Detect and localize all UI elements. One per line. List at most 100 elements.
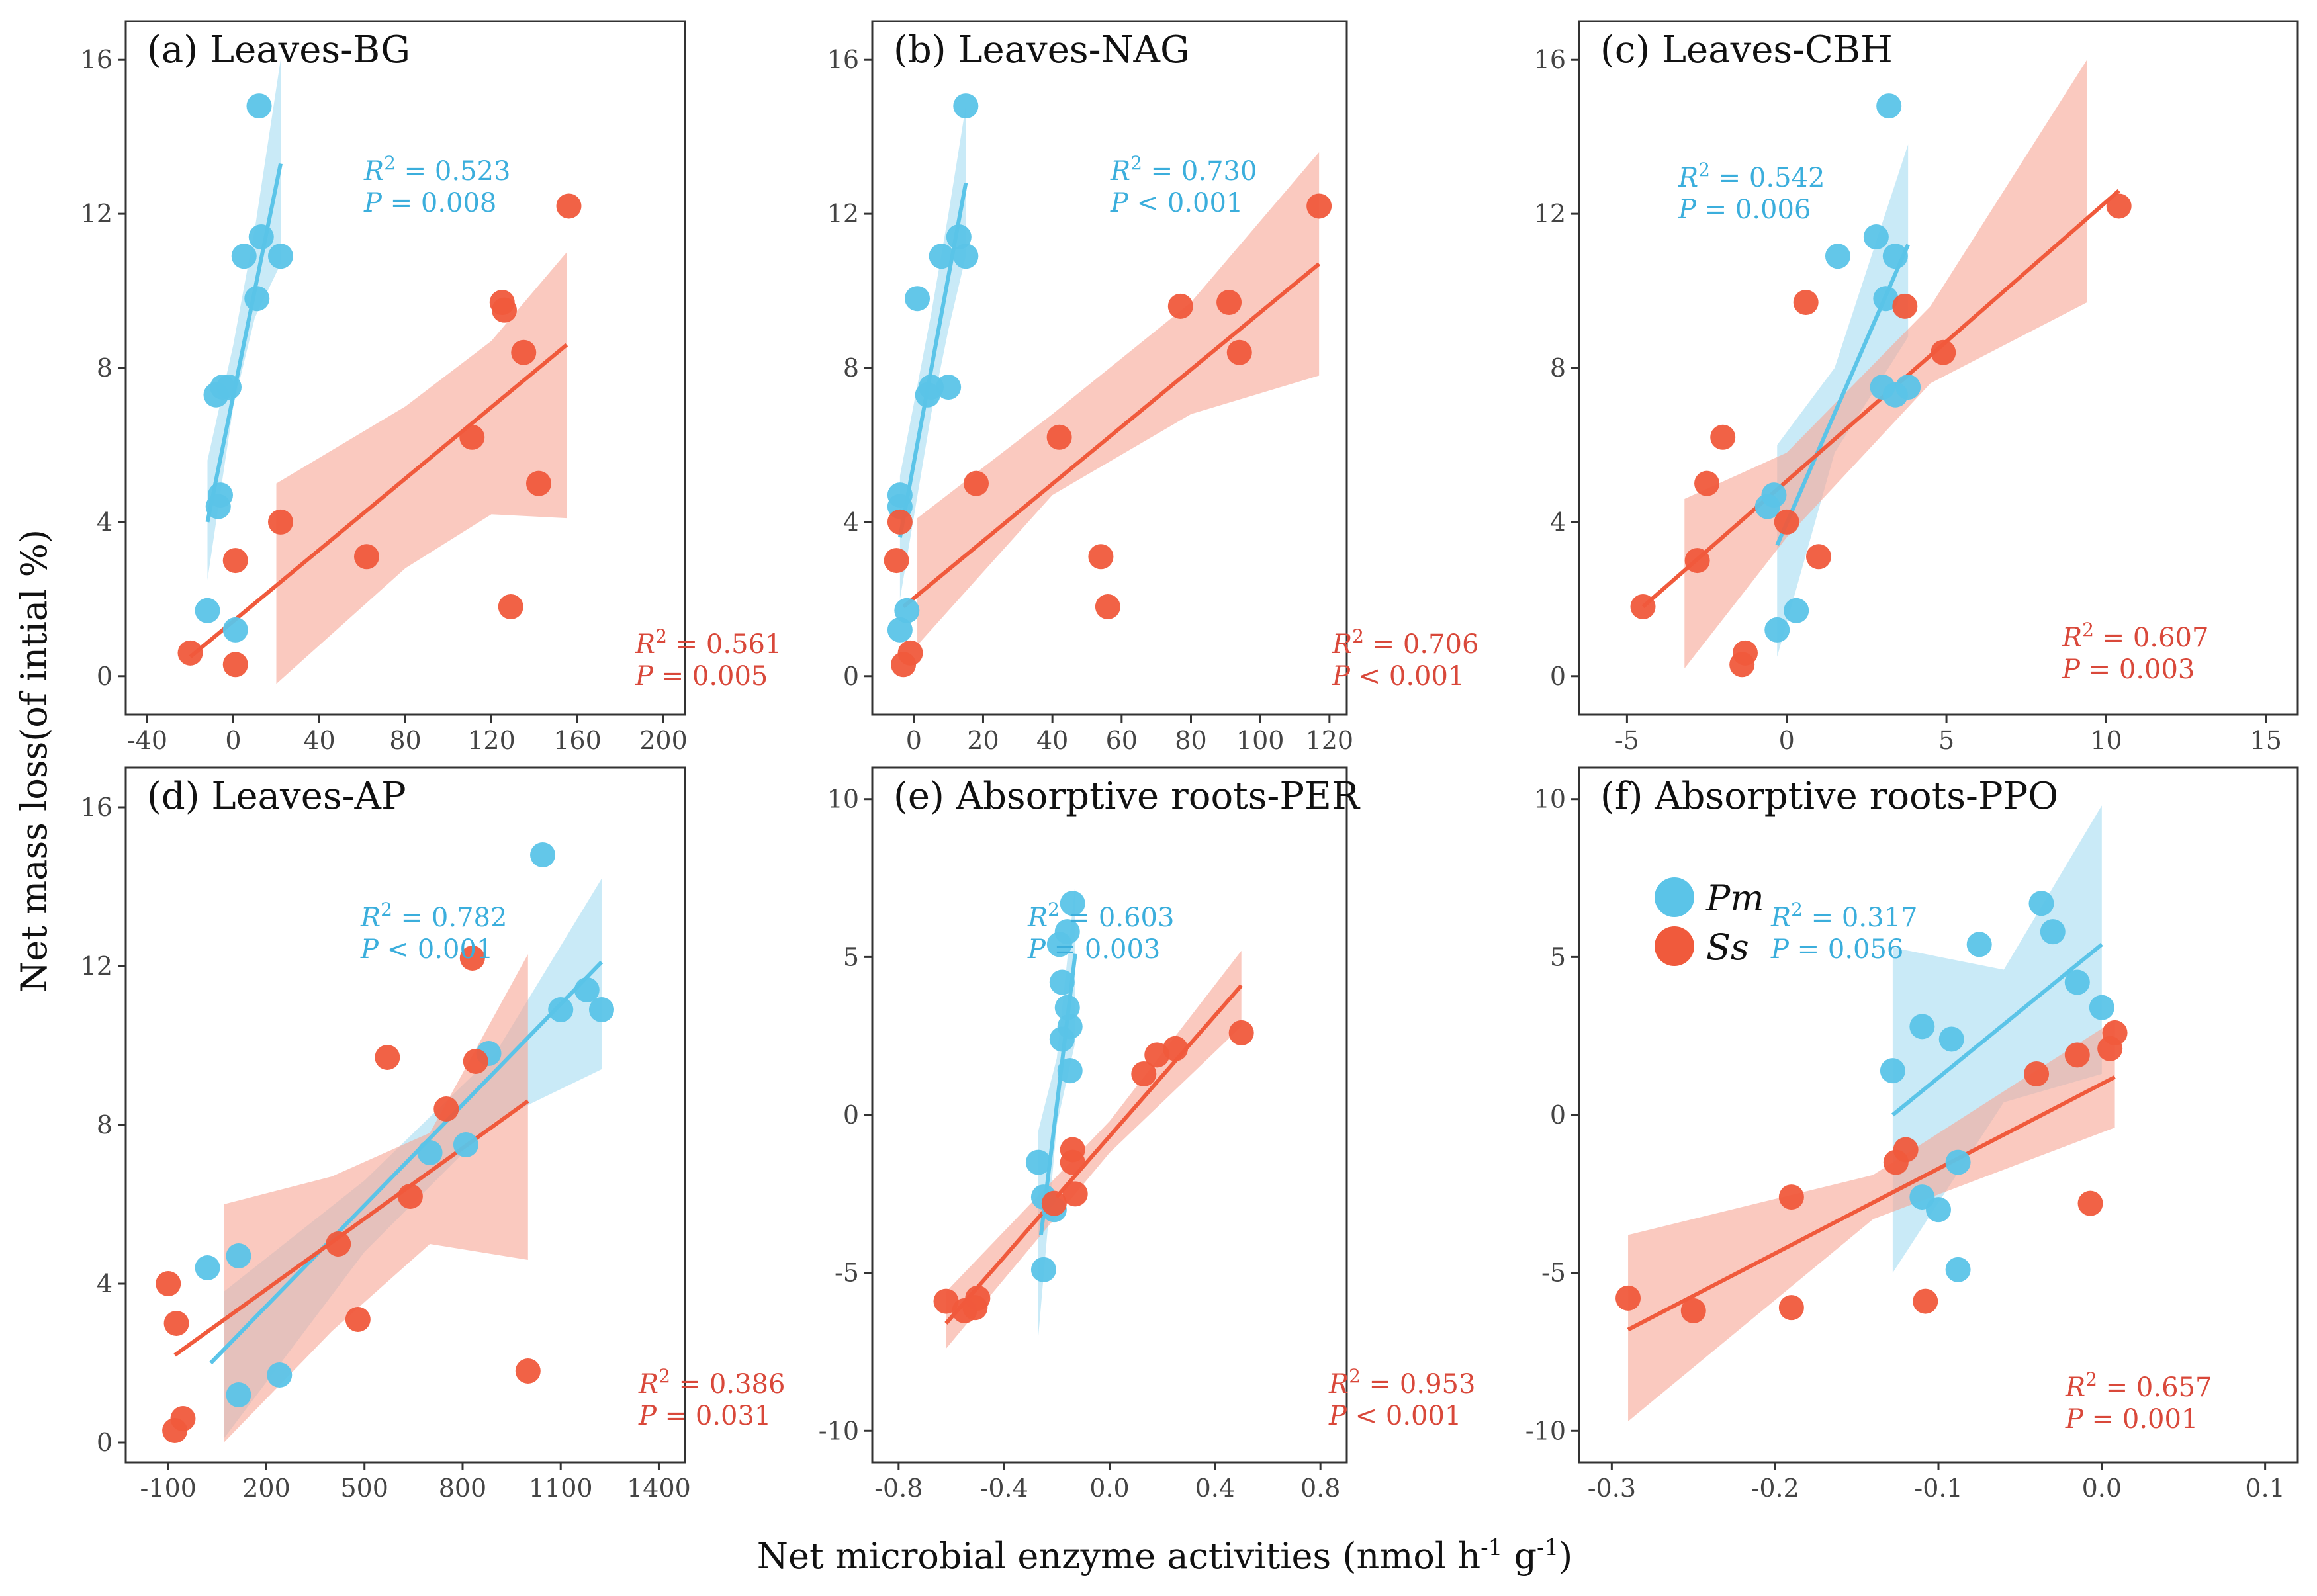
p-value-label: P = 0.003 <box>2062 654 2195 685</box>
x-tick-label: -0.8 <box>874 1474 923 1503</box>
ss-point <box>222 548 248 574</box>
y-tick-label: 4 <box>1550 508 1566 537</box>
ss-point <box>1806 544 1831 570</box>
ss-point <box>397 1184 423 1209</box>
p-value: = 0.006 <box>1696 195 1811 225</box>
p-symbol: P <box>638 1401 657 1431</box>
legend-ss-label: Ss <box>1706 926 1749 968</box>
y-axis-title: Net mass loss(of intial %) <box>13 529 55 993</box>
ss-point <box>1793 290 1819 316</box>
ss-confidence-band <box>276 252 567 684</box>
y-tick-label: 8 <box>97 1110 113 1139</box>
pm-point <box>1938 1026 1964 1052</box>
y-tick-label: 8 <box>1550 353 1566 382</box>
x-axis-title-end: ) <box>1559 1535 1572 1577</box>
ss-point <box>2064 1042 2090 1068</box>
ss-point <box>1680 1298 1706 1323</box>
x-axis-title: Net microbial enzyme activities (nmol h-… <box>757 1534 1572 1577</box>
legend-pm-marker <box>1655 877 1694 917</box>
p-symbol: P <box>1328 1401 1347 1431</box>
pm-point <box>205 494 231 519</box>
panel-frame <box>124 766 686 1464</box>
ss-confidence-band <box>224 954 528 1442</box>
pm-point <box>1057 1058 1083 1084</box>
ss-point <box>964 470 989 496</box>
r-squared-exponent: 2 <box>1349 1365 1361 1387</box>
pm-point <box>268 244 293 269</box>
r-squared-exponent: 2 <box>2082 619 2094 641</box>
ss-point <box>891 652 917 678</box>
p-value-label: P = 0.001 <box>2065 1404 2198 1435</box>
r-squared-symbol: R <box>1027 903 1048 933</box>
p-value: = 0.005 <box>653 661 768 691</box>
ss-point <box>1062 1181 1088 1207</box>
p-value: = 0.056 <box>1789 934 1903 965</box>
r-squared-value: = 0.706 <box>1364 629 1478 660</box>
r-squared-exponent: 2 <box>2085 1368 2097 1390</box>
pm-point <box>1926 1197 1951 1223</box>
ss-point <box>492 297 517 323</box>
p-symbol: P <box>1770 934 1790 965</box>
p-value: < 0.001 <box>1350 661 1465 691</box>
ss-point <box>1710 424 1736 450</box>
r-squared-label: R2 = 0.523 <box>363 152 510 187</box>
ss-point <box>1729 652 1755 678</box>
r-squared-value: = 0.657 <box>2097 1372 2212 1403</box>
ss-point <box>2077 1190 2103 1216</box>
legend-ss-marker <box>1655 926 1694 966</box>
y-tick-label: -5 <box>1541 1259 1566 1288</box>
y-tick-label: 4 <box>97 508 113 537</box>
p-value-label: P < 0.001 <box>1110 188 1243 218</box>
ss-point <box>1046 424 1072 450</box>
x-tick-label: 80 <box>1175 726 1206 755</box>
ss-regression-line <box>1627 1075 2116 1332</box>
ss-point <box>345 1307 371 1332</box>
pm-point <box>1825 244 1850 269</box>
r-squared-label: R2 = 0.953 <box>1328 1365 1475 1400</box>
x-tick-label: 0.4 <box>1195 1474 1235 1503</box>
y-tick-label: 8 <box>97 353 113 382</box>
ss-point <box>163 1311 189 1336</box>
r-squared-symbol: R <box>638 1369 659 1399</box>
r-squared-label: R2 = 0.386 <box>638 1365 785 1400</box>
ss-point <box>2024 1061 2050 1086</box>
panel-plot-area <box>1615 805 2128 1421</box>
x-tick-label: 0.0 <box>1089 1474 1129 1503</box>
pm-point <box>267 1362 293 1388</box>
ss-point <box>526 470 551 496</box>
ss-point <box>1630 594 1656 619</box>
panel-d: -100 200 500 800 1100 1400 0 4 8 12 16 (d) Leaves-A… <box>81 766 785 1503</box>
r-squared-label: R2 = 0.706 <box>1332 625 1478 660</box>
r-squared-value: = 0.730 <box>1142 156 1257 187</box>
r-squared-value: = 0.523 <box>396 156 510 187</box>
x-tick-label: 0.1 <box>2245 1474 2285 1503</box>
ss-point <box>326 1231 351 1257</box>
p-value-label: P = 0.031 <box>638 1401 771 1431</box>
x-tick-label: 800 <box>439 1474 487 1503</box>
r-squared-symbol: R <box>1770 903 1791 933</box>
p-value-label: P = 0.005 <box>635 661 768 691</box>
ss-confidence-band <box>1628 1020 2115 1421</box>
x-tick-label: 500 <box>340 1474 388 1503</box>
r-squared-exponent: 2 <box>655 625 667 647</box>
pm-point <box>222 617 248 643</box>
ss-point <box>459 424 485 450</box>
y-tick-label: 8 <box>843 353 859 382</box>
pm-point <box>905 286 931 312</box>
panel-title: (a) Leaves-BG <box>147 28 410 71</box>
y-tick-label: 12 <box>1534 199 1566 228</box>
pm-point <box>1754 494 1780 519</box>
x-tick-label: 0 <box>906 726 922 755</box>
ss-point <box>177 640 203 666</box>
ss-point <box>1778 1184 1804 1210</box>
ss-point <box>1684 548 1710 574</box>
ss-confidence-band <box>1684 60 2087 669</box>
p-value-label: P < 0.001 <box>1328 1401 1461 1431</box>
panel-plot-area <box>156 842 614 1443</box>
panel-title: (d) Leaves-AP <box>147 775 406 818</box>
